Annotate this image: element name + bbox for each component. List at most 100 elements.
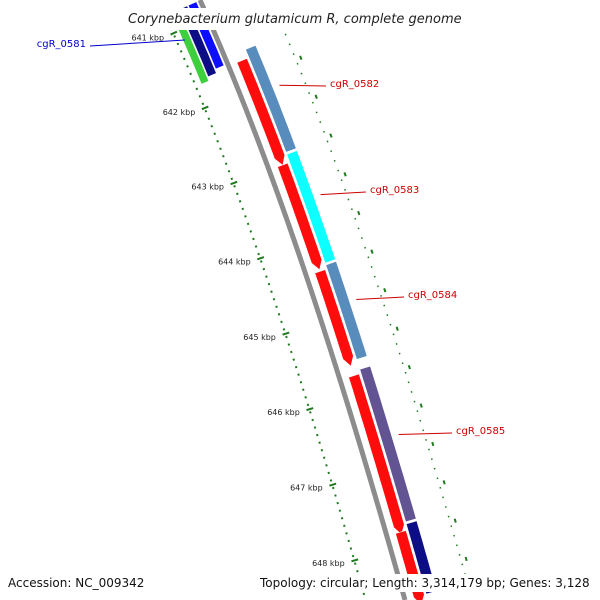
leader-line-0 xyxy=(89,39,185,47)
outer-minor-tick xyxy=(284,33,287,36)
minor-tick-16 xyxy=(216,139,219,143)
outer-tick xyxy=(370,249,374,254)
major-tick-6 xyxy=(329,482,337,487)
minor-tick-34 xyxy=(265,275,268,278)
minor-tick-6 xyxy=(186,65,189,68)
major-tick-7 xyxy=(351,558,359,563)
gene-label-cgr_0583: cgR_0583 xyxy=(370,185,419,196)
leader-line-3 xyxy=(356,296,405,300)
outer-minor-tick xyxy=(288,43,291,46)
outer-tick xyxy=(314,94,318,99)
outer-minor-tick xyxy=(344,188,347,191)
gene-label-cgr_0584: cgR_0584 xyxy=(408,290,457,301)
minor-tick-57 xyxy=(320,448,324,452)
minor-tick-62 xyxy=(331,486,335,490)
title-background xyxy=(128,8,474,30)
minor-tick-21 xyxy=(230,177,234,181)
outer-minor-tick xyxy=(311,101,314,104)
outer-tick xyxy=(383,287,387,293)
minor-tick-25 xyxy=(241,207,245,211)
minor-tick-29 xyxy=(252,237,255,241)
outer-tick xyxy=(343,172,347,177)
minor-tick-5 xyxy=(183,57,186,61)
minor-tick-27 xyxy=(246,222,250,226)
minor-tick-3 xyxy=(176,42,180,46)
minor-tick-44 xyxy=(290,350,293,354)
minor-tick-69 xyxy=(347,539,350,543)
minor-tick-20 xyxy=(227,169,231,173)
summary-text: Topology: circular; Length: 3,314,179 bp… xyxy=(259,576,590,590)
outer-minor-tick xyxy=(337,169,340,172)
outer-tick xyxy=(453,518,457,523)
minor-tick-76 xyxy=(362,592,366,596)
outer-tick xyxy=(299,55,303,60)
gene-label-cgr_0581: cgR_0581 xyxy=(37,39,86,50)
minor-tick-31 xyxy=(257,252,260,256)
minor-tick-17 xyxy=(219,147,222,151)
tick-label-7: 648 kbp xyxy=(312,559,345,568)
minor-tick-30 xyxy=(254,245,258,248)
minor-tick-60 xyxy=(327,471,330,475)
outer-tick xyxy=(442,480,446,485)
minor-tick-66 xyxy=(340,517,344,520)
outer-minor-tick xyxy=(326,140,329,143)
minor-tick-23 xyxy=(236,192,239,196)
minor-tick-55 xyxy=(316,433,319,437)
outer-minor-tick xyxy=(308,92,311,94)
gene-feature-layer xyxy=(170,1,438,600)
minor-tick-45 xyxy=(292,358,295,361)
outer-minor-tick xyxy=(292,53,295,56)
minor-tick-4 xyxy=(179,50,183,53)
minor-tick-42 xyxy=(285,335,288,339)
minor-tick-9 xyxy=(195,87,199,91)
tick-label-3: 644 kbp xyxy=(218,258,251,267)
minor-tick-15 xyxy=(213,132,217,136)
minor-tick-52 xyxy=(309,411,312,414)
minor-tick-13 xyxy=(207,117,211,121)
major-tick-4 xyxy=(282,331,290,336)
minor-tick-40 xyxy=(280,320,283,324)
minor-tick-46 xyxy=(294,365,298,369)
minor-tick-10 xyxy=(198,94,202,98)
cog-feature-0 xyxy=(245,44,297,153)
forward-cds-arrow-3 xyxy=(348,373,405,536)
genome-backbone-arc xyxy=(197,0,408,600)
outer-minor-tick xyxy=(296,62,299,65)
outer-tick xyxy=(407,364,411,370)
minor-tick-64 xyxy=(336,501,339,505)
minor-tick-43 xyxy=(287,343,291,346)
minor-tick-59 xyxy=(325,464,328,467)
minor-tick-47 xyxy=(297,373,300,376)
minor-tick-48 xyxy=(299,380,303,384)
minor-tick-67 xyxy=(343,524,346,528)
backbone-layer xyxy=(197,0,408,600)
minor-tick-22 xyxy=(233,185,236,188)
leader-line-4 xyxy=(398,432,453,435)
outer-tick xyxy=(419,403,423,408)
minor-tick-33 xyxy=(262,267,266,271)
minor-tick-61 xyxy=(329,479,333,482)
minor-tick-51 xyxy=(306,403,310,407)
minor-tick-26 xyxy=(244,215,247,218)
summary-background xyxy=(258,574,596,592)
minor-tick-63 xyxy=(334,494,337,497)
outer-tick xyxy=(464,556,468,562)
gene-label-layer: cgR_0581 cgR_0582 cgR_0583 cgR_0584 cgR_0585 xyxy=(37,39,506,437)
forward-cds-arrow-2 xyxy=(314,269,354,367)
minor-tick-39 xyxy=(277,313,281,316)
minor-tick-19 xyxy=(224,162,228,166)
minor-tick-72 xyxy=(353,562,357,565)
kbp-tick-layer: 641 kbp 642 kbp 643 kbp 644 kbp 645 kbp 646 k… xyxy=(131,16,468,596)
minor-tick-50 xyxy=(304,396,307,399)
minor-tick-12 xyxy=(204,109,208,113)
map-title: Corynebacterium glutamicum R, complete g… xyxy=(128,12,462,27)
minor-tick-35 xyxy=(267,282,271,286)
outer-tick xyxy=(431,441,435,447)
minor-tick-14 xyxy=(210,124,214,128)
tick-label-4: 645 kbp xyxy=(243,333,276,342)
tick-label-1: 642 kbp xyxy=(163,108,196,117)
outer-minor-tick xyxy=(333,159,336,162)
minor-tick-2 xyxy=(173,35,176,38)
outer-minor-tick xyxy=(315,111,318,114)
